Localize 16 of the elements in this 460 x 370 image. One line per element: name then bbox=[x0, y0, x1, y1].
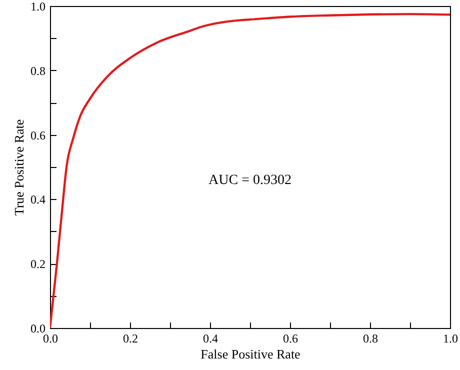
y-tick-label: 0.8 bbox=[30, 64, 46, 78]
y-tick-label: 1.0 bbox=[30, 0, 46, 14]
x-tick-label: 0.8 bbox=[363, 332, 378, 346]
x-tick-label: 0.2 bbox=[123, 332, 138, 346]
y-tick-label: 0.2 bbox=[30, 257, 46, 272]
x-axis-title: False Positive Rate bbox=[200, 346, 301, 362]
y-axis-title: True Positive Rate bbox=[12, 119, 26, 216]
x-tick-label: 0.0 bbox=[43, 332, 58, 346]
y-tick-label: 0.4 bbox=[30, 192, 46, 207]
line-series bbox=[50, 12, 450, 328]
y-tick-label: 0.0 bbox=[30, 322, 46, 336]
x-tick-label: 1.0 bbox=[443, 332, 458, 346]
annotation: AUC = 0.9302 bbox=[208, 173, 292, 188]
x-tick-label: 0.4 bbox=[203, 332, 218, 346]
y-tick-label: 0.6 bbox=[30, 128, 46, 142]
x-tick-label: 0.6 bbox=[283, 332, 298, 346]
